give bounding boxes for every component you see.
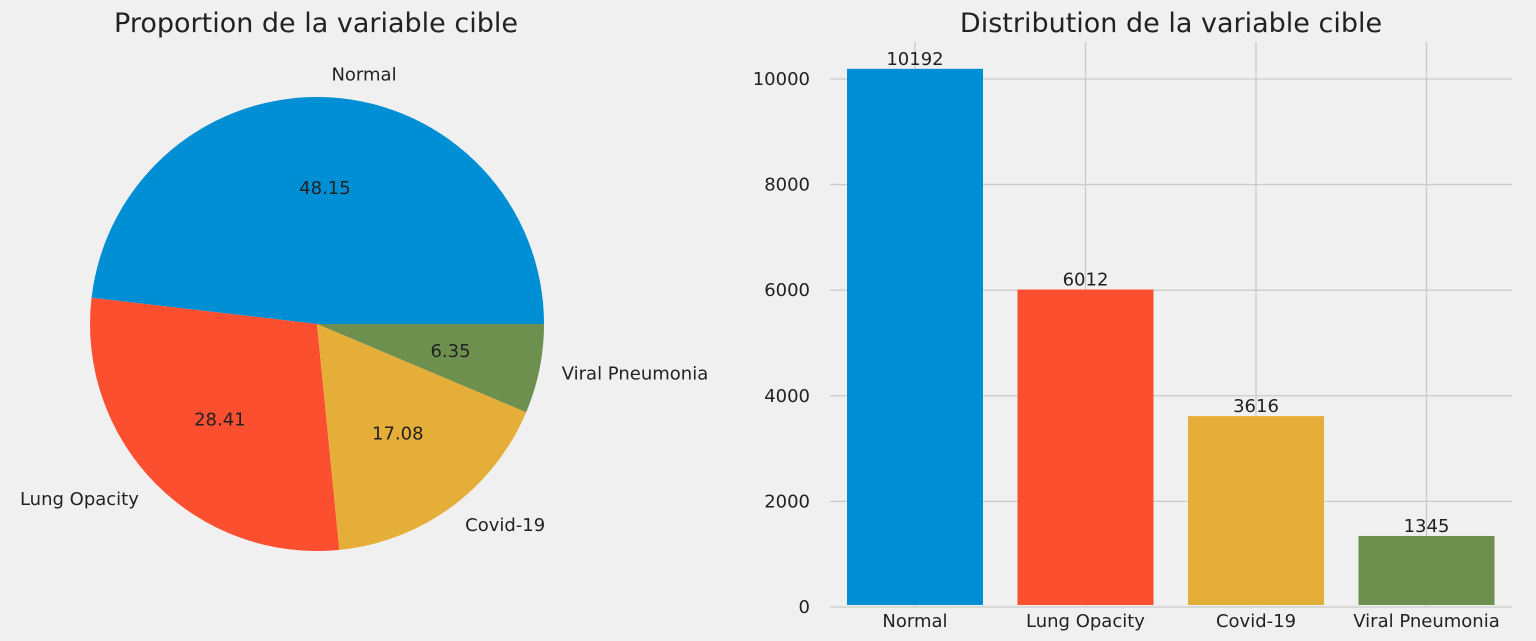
y-tick-label: 2000 [764, 491, 810, 512]
bar-lung-opacity [1017, 289, 1154, 605]
pie-category-label: Normal [331, 65, 396, 86]
bar-value-label: 3616 [1233, 396, 1279, 417]
pie-slice-covid-19 [317, 324, 527, 550]
pie-slice-normal [91, 96, 545, 324]
pie-slice-lung-opacity [90, 297, 340, 551]
pie-value-label: 28.41 [194, 409, 246, 430]
y-tick-label: 10000 [753, 69, 810, 90]
bar-chart: Distribution de la variable cible 0 2000 4… [753, 8, 1512, 632]
bar-chart-title: Distribution de la variable cible [960, 8, 1382, 39]
pie-category-label: Lung Opacity [20, 489, 139, 510]
pie-value-label: 48.15 [299, 178, 351, 199]
x-tick-label: Covid-19 [1216, 611, 1296, 632]
y-tick-label: 6000 [764, 280, 810, 301]
pie-chart-title: Proportion de la variable cible [114, 8, 518, 39]
y-tick-label: 8000 [764, 175, 810, 196]
pie-slice-viral-pneumonia [317, 324, 544, 413]
bar-value-label: 1345 [1404, 516, 1450, 537]
bar-covid-19 [1188, 416, 1324, 605]
bar-normal [847, 68, 983, 606]
x-tick-label: Lung Opacity [1026, 611, 1145, 632]
pie-chart: Proportion de la variable cible 48.15 Nor… [20, 8, 708, 551]
x-tick-label: Normal [882, 611, 947, 632]
bar-value-label: 10192 [886, 49, 943, 70]
x-tick-label: Viral Pneumonia [1353, 611, 1500, 632]
pie-value-label: 6.35 [430, 341, 470, 362]
y-tick-label: 0 [799, 597, 810, 618]
bar-value-label: 6012 [1063, 270, 1109, 291]
pie-category-label: Viral Pneumonia [562, 363, 709, 384]
bar-viral-pneumonia [1358, 535, 1495, 605]
y-tick-label: 4000 [764, 386, 810, 407]
pie-category-label: Covid-19 [465, 515, 545, 536]
pie-value-label: 17.08 [372, 424, 424, 445]
